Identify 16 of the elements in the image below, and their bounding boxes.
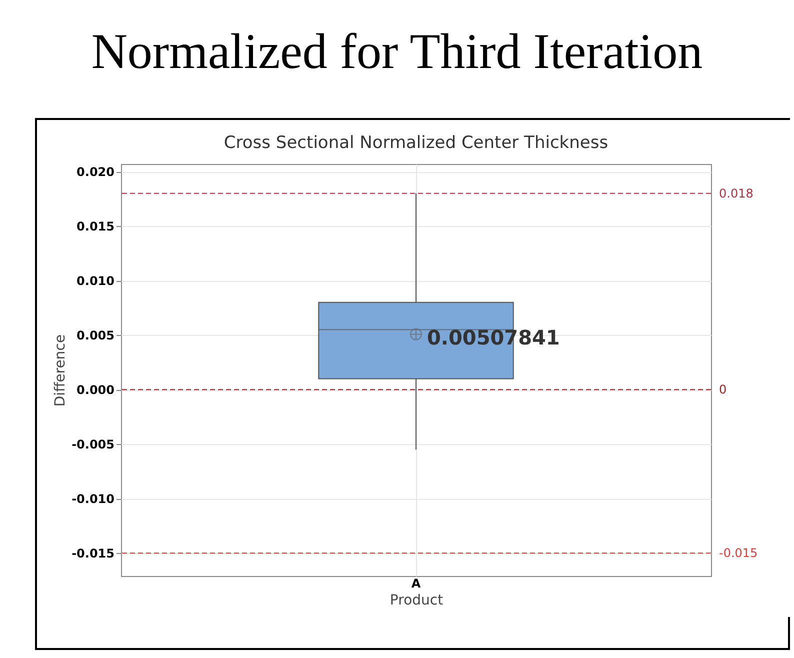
y-tick-label: -0.010: [72, 492, 114, 506]
ref-line-label: 0: [719, 382, 727, 397]
x-tick-label: A: [411, 576, 422, 590]
y-tick-label: -0.015: [72, 546, 114, 561]
ref-line-label: -0.015: [719, 546, 758, 560]
y-tick-label: 0.015: [76, 220, 114, 234]
y-tick-label: 0.005: [76, 328, 114, 343]
y-tick-label: 0.010: [76, 274, 114, 288]
x-axis-title: Product: [390, 592, 444, 608]
y-tick-label: 0.020: [76, 165, 114, 180]
y-tick-label: 0.000: [76, 383, 114, 398]
chart-subtitle: Cross Sectional Normalized Center Thickness: [224, 133, 608, 153]
y-tick-label: -0.005: [72, 438, 114, 452]
chart-title: Normalized for Third Iteration: [90, 22, 704, 81]
y-axis-title: Difference: [52, 334, 69, 407]
ref-line-label: 0.018: [719, 186, 754, 200]
